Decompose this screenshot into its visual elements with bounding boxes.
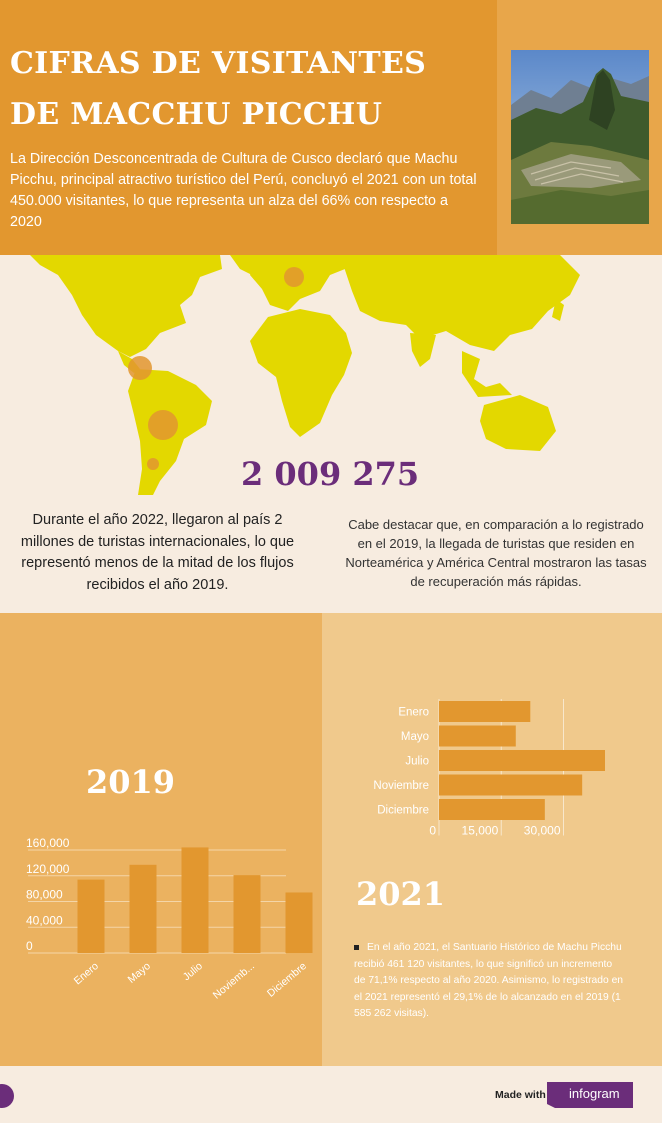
asia-shape	[340, 255, 580, 351]
x-tick-label: Noviemb...	[211, 960, 257, 1001]
x-tick-label: 30,000	[524, 824, 561, 838]
footer: Made with infogram	[0, 1066, 662, 1123]
bar-2019	[233, 875, 261, 953]
bar-2019	[285, 892, 313, 953]
x-tick-label: Julio	[181, 960, 205, 983]
bar-2021	[439, 799, 545, 820]
tourists-total-number: 2 009 275	[241, 455, 420, 493]
header: CIFRAS DE VISITANTES DE MACCHU PICCHU La…	[0, 0, 662, 255]
note-2021-text: En el año 2021, el Santuario Histórico d…	[354, 942, 624, 1019]
footer-dot	[0, 1084, 14, 1108]
southeast-asia-shape	[462, 351, 512, 397]
bar-2019	[77, 879, 105, 953]
y-tick-label: Julio	[405, 756, 429, 768]
map-section: 2 009 275 Durante el año 2022, llegaron …	[0, 255, 662, 613]
page-title: CIFRAS DE VISITANTES DE MACCHU PICCHU	[10, 46, 427, 132]
intro-text: La Dirección Desconcentrada de Cultura d…	[10, 151, 477, 230]
infogram-badge[interactable]	[547, 1082, 633, 1108]
note-2021: En el año 2021, el Santuario Histórico d…	[354, 940, 624, 1023]
y-tick-label: 40,000	[26, 913, 63, 927]
africa-shape	[250, 309, 352, 437]
bar-2021	[439, 725, 516, 747]
y-tick-label: Noviembre	[373, 780, 429, 792]
x-tick-label: 0	[429, 824, 436, 838]
bullet-icon	[354, 944, 359, 950]
recovery-text: Cabe destacar que, en comparación a lo r…	[345, 517, 647, 589]
bar-2021	[439, 750, 605, 771]
y-tick-label: Diciembre	[377, 805, 429, 817]
header-main: CIFRAS DE VISITANTES DE MACCHU PICCHU La…	[0, 0, 497, 255]
infogram-brand[interactable]: infogram	[569, 1086, 620, 1101]
bar-2021	[439, 774, 583, 796]
y-tick-label: 80,000	[26, 888, 63, 902]
x-tick-label: Mayo	[126, 960, 154, 986]
x-tick-label: Enero	[72, 960, 101, 987]
marker-argentina	[147, 458, 159, 470]
marker-north-america	[128, 356, 152, 380]
bar-2019	[129, 864, 157, 953]
made-with-label: Made with	[495, 1089, 546, 1101]
x-tick-label: Diciembre	[265, 960, 309, 1000]
y-tick-label: Mayo	[401, 731, 429, 743]
y-tick-label: Enero	[398, 707, 429, 719]
japan-shape	[552, 299, 564, 321]
y-tick-label: 0	[26, 939, 33, 953]
tourists-2022-text: Durante el año 2022, llegaron al país 2 …	[20, 512, 295, 593]
x-tick-label: 15,000	[462, 824, 499, 838]
year-2021-heading: 2021	[356, 875, 446, 913]
north-america-shape	[30, 255, 222, 357]
panel-2019: 2019 160,000 120,000 80,000 40,000 0 Enero May…	[0, 613, 322, 1066]
marker-europe	[284, 267, 304, 287]
bar-2019	[181, 847, 209, 953]
bar-2021	[439, 701, 531, 722]
world-map	[30, 255, 580, 495]
panel-2021: 0 15,000 30,000 Enero Mayo Julio Noviembre Dici…	[322, 613, 662, 1066]
y-tick-label: 160,000	[26, 836, 70, 850]
india-shape	[410, 333, 436, 367]
y-tick-label: 120,000	[26, 862, 70, 876]
marker-brazil	[148, 410, 178, 440]
australia-shape	[480, 395, 556, 451]
year-2019-heading: 2019	[86, 763, 176, 801]
europe-shape	[250, 255, 360, 311]
machu-picchu-photo	[511, 50, 649, 224]
